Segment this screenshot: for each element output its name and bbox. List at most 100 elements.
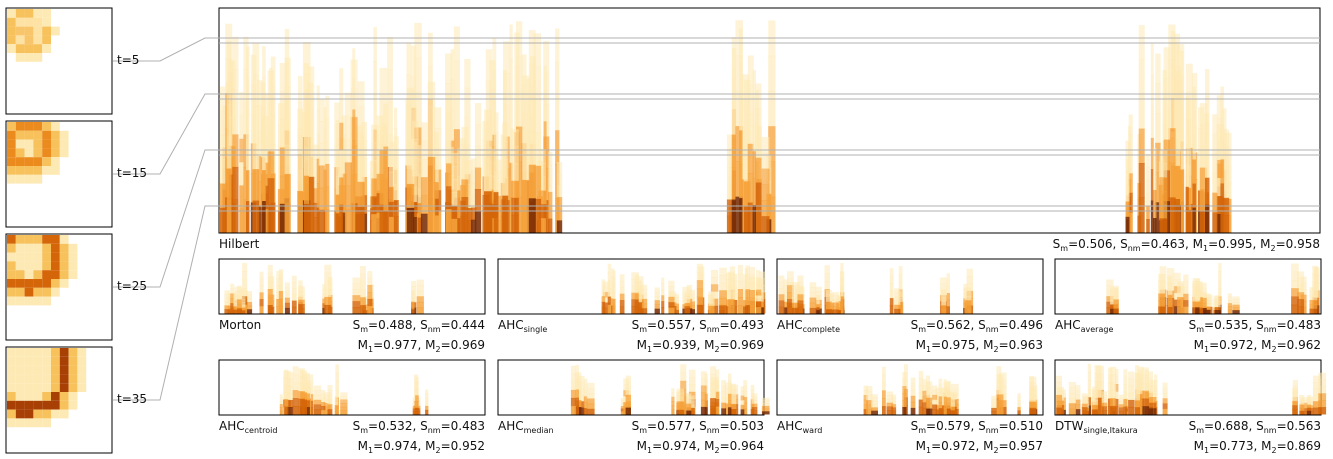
snapshot-cell [24,235,34,244]
heat-stripe [891,407,897,412]
heat-stripe [318,209,325,233]
heat-stripe [484,150,492,172]
heat-stripe [1056,394,1062,402]
heat-stripe [1192,207,1196,233]
heat-stripe [264,208,269,233]
heat-stripe [946,402,951,409]
heat-stripe [719,297,727,306]
heat-stripe [1162,398,1168,404]
snapshot-cell [24,243,34,253]
heat-stripe [388,171,395,188]
snapshot-cell [15,383,25,392]
heat-stripe [413,217,417,233]
heat-stripe [797,288,804,295]
heat-stripe [457,148,461,163]
heat-stripe [245,298,253,303]
heat-stripe [1113,303,1119,309]
heat-stripe [344,208,352,233]
heat-stripe [233,292,237,297]
heat-stripe [415,395,419,402]
heat-stripe [755,289,762,296]
heat-stripe [446,186,452,210]
heat-stripe [661,307,665,314]
snapshot-cell [42,383,51,392]
heat-stripe [863,404,868,410]
heat-stripe [809,307,817,314]
heat-stripe [680,372,687,382]
snapshot-cell [51,130,60,140]
heat-stripe [1232,307,1240,311]
snapshot-cell [33,365,43,375]
snapshot-cell [24,356,34,366]
heat-stripe [708,309,715,314]
heat-stripe [891,397,897,402]
heat-stripe [1192,135,1196,160]
heat-stripe [1068,392,1076,399]
heat-stripe [710,366,717,375]
heat-stripe [1318,379,1327,387]
heat-stripe [826,301,832,306]
heat-stripe [371,160,379,179]
heat-stripe [284,57,291,88]
heat-stripe [474,167,482,190]
heat-stripe [1159,266,1167,275]
heat-stripe [1114,376,1119,385]
snapshot-cell [24,374,34,384]
snapshot-cell [51,374,60,384]
heat-stripe [323,392,331,397]
heat-stripe [721,397,726,404]
heat-stripe [1163,108,1170,141]
heat-stripe [684,299,691,304]
heat-stripe [324,264,332,274]
snapshot-cell [7,174,16,184]
heat-stripe [721,385,726,392]
heat-stripe [297,190,303,212]
heat-stripe [1113,285,1119,291]
heat-stripe [1150,43,1154,76]
heat-stripe [357,156,365,183]
heat-stripe [1106,301,1114,308]
snapshot-cell [59,348,69,357]
heat-stripe [570,373,576,383]
heat-stripe [322,284,326,290]
heat-stripe [761,152,770,170]
heat-stripe [745,305,750,314]
heat-stripe [278,269,284,277]
heat-stripe [511,214,519,233]
heat-stripe [882,366,886,376]
heat-stripe [943,390,947,398]
heat-stripe [1141,406,1149,415]
heat-stripe [528,131,536,166]
snapshot-cell [7,400,16,410]
heat-stripe [243,101,249,135]
heat-stripe [586,403,595,410]
heat-stripe [427,207,436,233]
heat-stripe [461,144,469,163]
heat-stripe [1297,271,1305,279]
heat-stripe [1297,292,1305,300]
heat-stripe [1128,192,1133,213]
snapshot-cell [33,418,43,428]
snapshot-cell [77,356,87,366]
heat-stripe [298,304,305,309]
heat-stripe [1162,382,1168,389]
heat-stripe [267,272,273,282]
heat-stripe [607,280,612,289]
heat-stripe [556,173,563,186]
heat-stripe [946,386,951,393]
snapshot-cell [7,235,16,244]
heat-stripe [863,399,868,405]
snapshot-cell [33,409,43,419]
heat-stripe [752,70,756,98]
heat-stripe [729,266,736,275]
heat-stripe [768,161,776,198]
heat-stripe [866,409,873,415]
heat-stripe [262,201,266,233]
heat-stripe [1029,401,1037,409]
heat-stripe [797,281,804,289]
heat-stripe [352,307,361,314]
heat-stripe [1297,299,1305,307]
snapshot-cell [59,235,69,244]
snapshot-cell [7,279,16,288]
heat-stripe [1138,366,1144,376]
